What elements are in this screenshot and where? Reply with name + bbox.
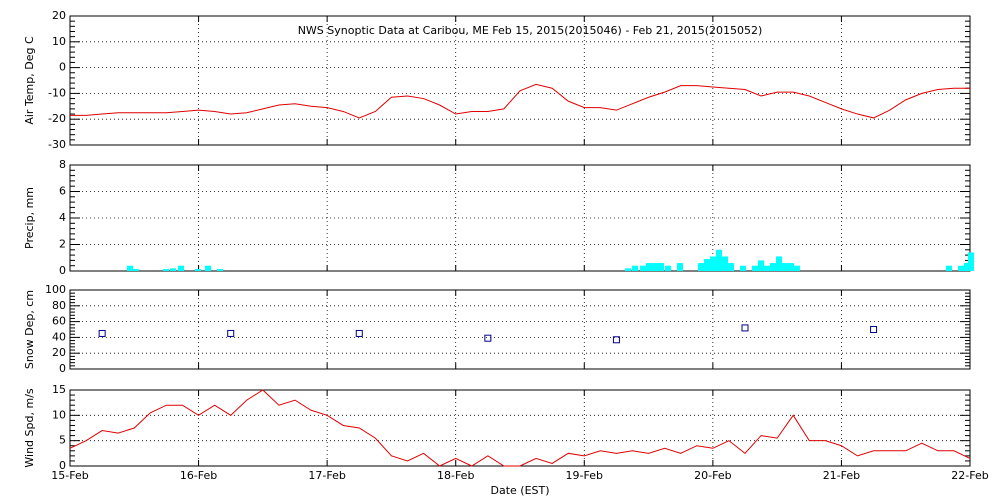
bar <box>710 256 717 271</box>
bar <box>194 269 202 271</box>
bar <box>739 265 747 271</box>
bar <box>775 256 783 271</box>
plot-frame <box>69 389 971 467</box>
bar <box>639 265 646 271</box>
y-tick-label: 8 <box>59 158 66 171</box>
bar <box>178 265 185 271</box>
point <box>355 329 363 337</box>
y-tick-label: -20 <box>48 112 66 125</box>
y-axis-label: Wind Spd, m/s <box>23 388 36 468</box>
y-axis-label: Precip, mm <box>23 187 36 249</box>
bar <box>216 269 223 271</box>
point <box>870 326 878 333</box>
y-tick-label: 0 <box>59 362 66 375</box>
bar <box>721 256 729 271</box>
y-tick-label: 2 <box>59 238 66 251</box>
point <box>227 329 235 337</box>
y-axis-label: Air Temp, Deg C <box>23 36 36 125</box>
bar <box>728 263 735 271</box>
bar <box>757 260 765 271</box>
x-tick-label: 15-Feb <box>51 469 88 482</box>
x-tick-label: 19-Feb <box>566 469 603 482</box>
plot-frame <box>69 164 971 272</box>
bar <box>751 265 758 271</box>
y-axis-label: Snow Dep, cm <box>23 290 36 369</box>
point <box>484 334 492 342</box>
bar <box>715 249 722 271</box>
y-tick-label: 40 <box>52 330 66 343</box>
y-tick-label: 10 <box>52 408 66 421</box>
x-tick-label: 17-Feb <box>308 469 345 482</box>
bar <box>697 263 704 271</box>
bar <box>652 263 659 271</box>
point <box>741 324 749 332</box>
y-tick-label: 15 <box>52 383 66 396</box>
bar <box>133 269 140 271</box>
x-tick-label: 20-Feb <box>694 469 731 482</box>
bar <box>170 268 177 271</box>
bar <box>769 263 776 271</box>
data-line <box>70 83 970 119</box>
y-tick-label: 5 <box>59 434 66 447</box>
y-tick-label: 4 <box>59 211 66 224</box>
bar <box>625 268 632 271</box>
bar <box>963 263 970 271</box>
bar <box>631 265 639 271</box>
bar <box>945 265 952 271</box>
bar <box>793 265 801 271</box>
x-tick-label: 18-Feb <box>437 469 474 482</box>
bar <box>782 263 789 271</box>
y-tick-label: 100 <box>45 283 66 296</box>
plot-frame <box>69 15 971 146</box>
bar <box>646 263 653 271</box>
chart-title: NWS Synoptic Data at Caribou, ME Feb 15,… <box>298 24 763 37</box>
bar <box>703 259 711 271</box>
y-tick-label: 20 <box>52 346 66 359</box>
data-line <box>69 389 971 467</box>
y-tick-label: -10 <box>48 86 66 99</box>
y-tick-label: -30 <box>48 138 66 151</box>
bar <box>162 269 169 271</box>
y-tick-label: 6 <box>59 185 66 198</box>
bar <box>205 265 212 271</box>
y-tick-label: 0 <box>59 459 66 472</box>
bar <box>126 265 133 271</box>
bar <box>665 265 672 271</box>
point <box>612 336 620 344</box>
bar <box>657 263 664 271</box>
x-tick-label: 22-Feb <box>951 469 988 482</box>
y-tick-label: 0 <box>59 61 66 74</box>
bar <box>958 265 965 271</box>
y-tick-label: 20 <box>52 9 66 22</box>
y-tick-label: 10 <box>52 35 66 48</box>
x-tick-label: 21-Feb <box>823 469 860 482</box>
y-tick-label: 0 <box>59 264 66 277</box>
x-tick-label: 16-Feb <box>180 469 217 482</box>
plot-frame <box>69 289 971 370</box>
bar <box>967 252 974 271</box>
bar <box>764 265 771 271</box>
point <box>98 329 106 337</box>
y-tick-label: 80 <box>52 299 66 312</box>
y-tick-label: 60 <box>52 315 66 328</box>
bar <box>676 263 684 271</box>
bar <box>787 263 794 271</box>
x-axis-label: Date (EST) <box>490 484 549 497</box>
